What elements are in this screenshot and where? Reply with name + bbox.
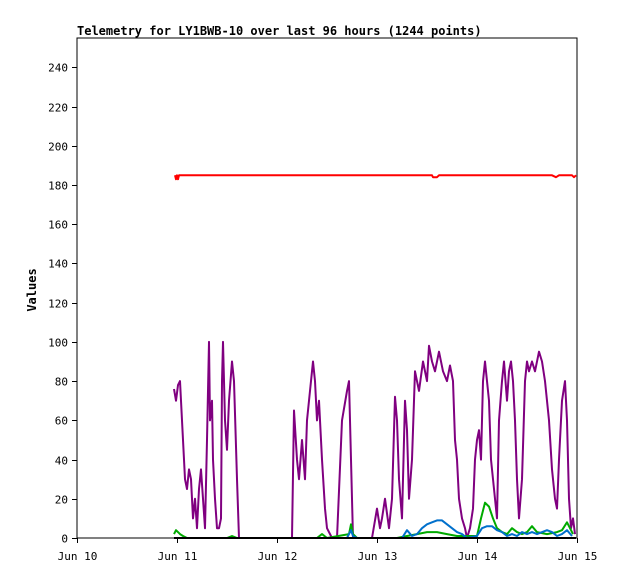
y-tick-label: 80: [55, 376, 68, 389]
y-tick-label: 180: [48, 180, 68, 193]
x-tick-label: Jun 12: [258, 550, 298, 563]
series-group: [173, 174, 577, 539]
y-tick-label: 40: [55, 455, 68, 468]
y-tick-label: 140: [48, 258, 68, 271]
plot-area: [76, 37, 578, 539]
x-tick-label: Jun 10: [58, 550, 98, 563]
y-tick-label: 0: [61, 533, 68, 546]
x-tick-label: Jun 13: [358, 550, 398, 563]
y-axis: 0 20 40 60 80 100 120 140 160 180 200 220 240: [48, 62, 77, 546]
y-tick-label: 120: [48, 298, 68, 311]
y-tick-label: 220: [48, 102, 68, 115]
x-tick-label: Jun 15: [558, 550, 598, 563]
x-tick-label: Jun 11: [158, 550, 198, 563]
y-tick-label: 160: [48, 219, 68, 232]
series-line-0: [174, 174, 577, 181]
y-tick-label: 200: [48, 141, 68, 154]
y-tick-label: 20: [55, 494, 68, 507]
y-axis-label: Values: [25, 268, 39, 311]
series-line-2: [173, 501, 574, 539]
x-axis: Jun 10 Jun 11 Jun 12 Jun 13 Jun 14 Jun 15: [58, 538, 598, 563]
y-tick-label: 240: [48, 62, 68, 75]
y-tick-label: 100: [48, 337, 68, 350]
y-tick-label: 60: [55, 415, 68, 428]
x-tick-label: Jun 14: [458, 550, 498, 563]
series-line-1: [173, 340, 576, 539]
chart-title: Telemetry for LY1BWB-10 over last 96 hou…: [77, 24, 482, 38]
